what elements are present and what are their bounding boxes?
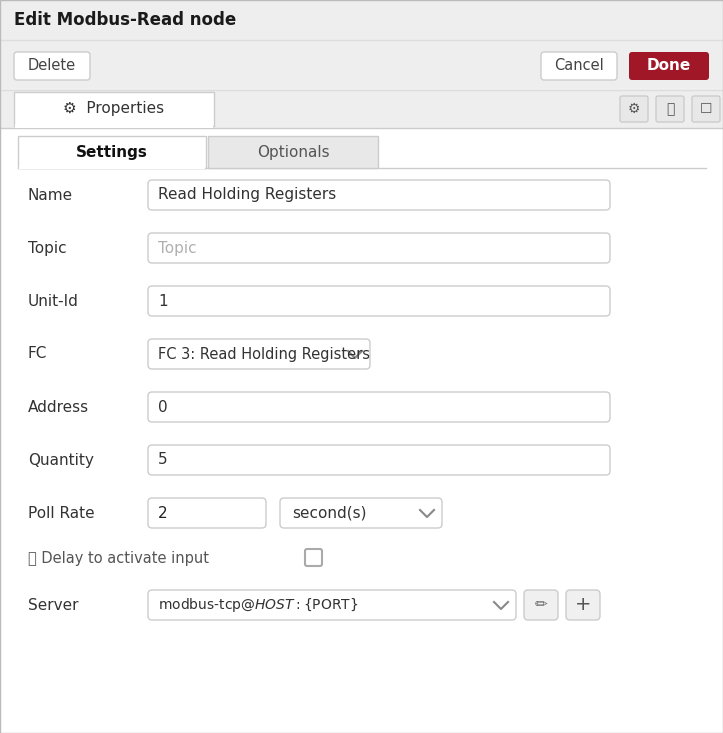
FancyBboxPatch shape: [305, 549, 322, 566]
Text: Topic: Topic: [158, 240, 197, 256]
FancyBboxPatch shape: [148, 590, 516, 620]
FancyBboxPatch shape: [148, 180, 610, 210]
Text: +: +: [575, 595, 591, 614]
Text: Server: Server: [28, 597, 79, 613]
FancyBboxPatch shape: [148, 392, 610, 422]
Bar: [0, 40, 723, 88]
FancyBboxPatch shape: [620, 96, 648, 122]
FancyBboxPatch shape: [148, 286, 610, 316]
Text: ⚙: ⚙: [628, 102, 641, 116]
Text: ⚙  Properties: ⚙ Properties: [64, 101, 165, 117]
Text: FC 3: Read Holding Registers: FC 3: Read Holding Registers: [158, 347, 370, 361]
FancyBboxPatch shape: [148, 445, 610, 475]
Text: second(s): second(s): [292, 506, 367, 520]
Text: ☐: ☐: [700, 102, 712, 116]
Text: Edit Modbus-Read node: Edit Modbus-Read node: [14, 11, 236, 29]
Bar: [0, 128, 723, 733]
Text: ⏻ Delay to activate input: ⏻ Delay to activate input: [28, 550, 209, 565]
Text: Address: Address: [28, 399, 89, 414]
Text: Optionals: Optionals: [257, 144, 329, 160]
Bar: [0, 0, 723, 40]
Text: Done: Done: [647, 59, 691, 73]
Text: Cancel: Cancel: [554, 59, 604, 73]
Text: Delete: Delete: [28, 59, 76, 73]
Bar: [15, 124, 213, 128]
FancyBboxPatch shape: [692, 96, 720, 122]
Bar: [19, 166, 205, 169]
Text: ✏: ✏: [534, 597, 547, 613]
Text: modbus-tcp@${HOST}:${PORT}: modbus-tcp@${HOST}:${PORT}: [158, 596, 359, 614]
Text: 0: 0: [158, 399, 168, 414]
Bar: [14, 92, 214, 126]
Text: Poll Rate: Poll Rate: [28, 506, 95, 520]
FancyBboxPatch shape: [148, 498, 266, 528]
Text: Read Holding Registers: Read Holding Registers: [158, 188, 336, 202]
FancyBboxPatch shape: [541, 52, 617, 80]
Text: FC: FC: [28, 347, 48, 361]
Text: Unit-Id: Unit-Id: [28, 293, 79, 309]
Text: Name: Name: [28, 188, 73, 202]
Bar: [18, 136, 206, 168]
FancyBboxPatch shape: [524, 590, 558, 620]
FancyBboxPatch shape: [566, 590, 600, 620]
Text: Quantity: Quantity: [28, 452, 94, 468]
FancyBboxPatch shape: [656, 96, 684, 122]
Text: 2: 2: [158, 506, 168, 520]
Text: Settings: Settings: [76, 144, 148, 160]
FancyBboxPatch shape: [148, 233, 610, 263]
Text: 5: 5: [158, 452, 168, 468]
FancyBboxPatch shape: [280, 498, 442, 528]
Text: ⎘: ⎘: [666, 102, 674, 116]
FancyBboxPatch shape: [14, 52, 90, 80]
Bar: [208, 136, 378, 168]
Text: 1: 1: [158, 293, 168, 309]
FancyBboxPatch shape: [148, 339, 370, 369]
Text: Topic: Topic: [28, 240, 67, 256]
FancyBboxPatch shape: [629, 52, 709, 80]
Bar: [0, 90, 723, 128]
